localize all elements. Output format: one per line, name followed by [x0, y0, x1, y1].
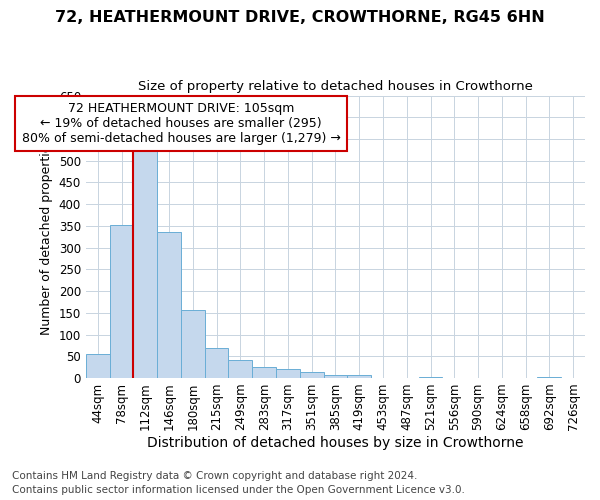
- Bar: [133, 144, 157, 378]
- Bar: [300, 372, 323, 378]
- Bar: [181, 310, 205, 378]
- Bar: [157, 232, 181, 378]
- Text: Contains HM Land Registry data © Crown copyright and database right 2024.
Contai: Contains HM Land Registry data © Crown c…: [12, 471, 465, 495]
- Bar: [252, 367, 276, 378]
- Bar: [110, 224, 133, 378]
- Text: 72, HEATHERMOUNT DRIVE, CROWTHORNE, RG45 6HN: 72, HEATHERMOUNT DRIVE, CROWTHORNE, RG45…: [55, 10, 545, 25]
- Bar: [323, 376, 347, 378]
- Bar: [205, 348, 229, 378]
- X-axis label: Distribution of detached houses by size in Crowthorne: Distribution of detached houses by size …: [147, 436, 524, 450]
- Bar: [347, 375, 371, 378]
- Bar: [276, 370, 300, 378]
- Text: 72 HEATHERMOUNT DRIVE: 105sqm
← 19% of detached houses are smaller (295)
80% of : 72 HEATHERMOUNT DRIVE: 105sqm ← 19% of d…: [22, 102, 340, 145]
- Bar: [229, 360, 252, 378]
- Y-axis label: Number of detached properties: Number of detached properties: [40, 138, 53, 336]
- Bar: [538, 377, 561, 378]
- Bar: [419, 376, 442, 378]
- Bar: [86, 354, 110, 378]
- Title: Size of property relative to detached houses in Crowthorne: Size of property relative to detached ho…: [138, 80, 533, 93]
